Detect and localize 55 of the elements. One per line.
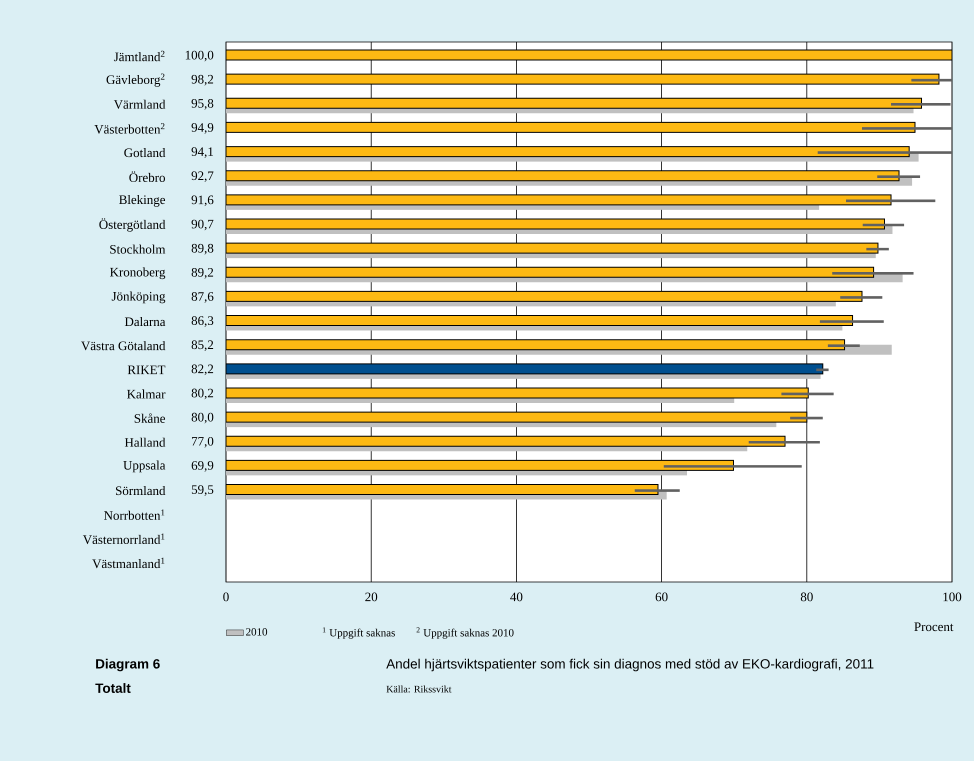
- y-tick-label: Värmland: [114, 100, 166, 109]
- y-tick-label: Halland: [124, 438, 166, 447]
- data-label: 98,2: [192, 74, 214, 86]
- y-tick-label: Östergötland: [99, 218, 166, 232]
- data-label: 91,6: [192, 196, 214, 206]
- data-label: 94,1: [192, 147, 214, 158]
- y-tick-label: Örebro: [129, 171, 165, 182]
- x-tick-label: 60: [656, 592, 668, 602]
- y-tick-label: RIKET: [128, 366, 166, 374]
- x-tick-label: 100: [943, 592, 962, 602]
- data-label: 86,3: [192, 316, 214, 327]
- y-tick-label: Kalmar: [127, 389, 166, 399]
- data-label: 77,0: [192, 436, 214, 448]
- data-label: 94,9: [192, 123, 214, 134]
- data-label: 92,7: [192, 171, 214, 182]
- data-label: 89,2: [192, 268, 214, 279]
- text: $^{2}$ Uppgift saknas 2010: [416, 627, 514, 639]
- legend-label: 2010: [246, 628, 268, 636]
- y-tick-label: Blekinge: [119, 194, 166, 207]
- text: Andel hjärtsviktspatienter som fick sin diagnos med stöd av EKO-kardiografi, 2011: [386, 658, 874, 672]
- y-tick-label: Jönköping: [112, 292, 166, 304]
- data-label: 80,2: [192, 388, 214, 400]
- data-label: 87,6: [192, 292, 214, 303]
- y-tick-label: Jämtland$^{2}$: [114, 50, 164, 62]
- y-tick-label: Dalarna: [124, 316, 166, 326]
- text: $^{1}$ Uppgift saknas: [322, 627, 395, 639]
- y-tick-label: Västra Götaland: [81, 341, 166, 350]
- data-label: 100,0: [186, 50, 214, 62]
- x-tick-label: 0: [223, 592, 229, 602]
- x-tick-label: 80: [800, 592, 813, 602]
- x-tick-label: 40: [510, 592, 522, 602]
- y-tick-label: Västmanland$^{1}$: [92, 558, 164, 568]
- y-tick-label: Kronoberg: [110, 267, 166, 280]
- y-tick-label: Västernorrland$^{1}$: [82, 534, 164, 544]
- x-axis-title: Procent: [914, 622, 954, 632]
- y-tick-label: Gävleborg$^{2}$: [106, 74, 164, 87]
- data-label: 89,8: [192, 244, 214, 254]
- text: Diagram 6: [96, 658, 160, 672]
- y-tick-label: Västerbotten$^{2}$: [94, 123, 164, 134]
- data-label: 95,8: [192, 98, 214, 110]
- data-label: 80,0: [192, 412, 214, 424]
- y-tick-label: Stockholm: [110, 244, 166, 254]
- y-tick-label: Gotland: [124, 148, 166, 158]
- y-tick-label: Norrbotten$^{1}$: [104, 509, 164, 520]
- y-tick-label: Uppsala: [123, 460, 166, 472]
- x-tick-label: 20: [365, 592, 378, 602]
- text: Totalt: [95, 683, 131, 693]
- y-tick-label: Sörmland: [116, 486, 166, 496]
- data-label: 85,2: [192, 340, 214, 351]
- y-tick-label: Skåne: [134, 413, 166, 423]
- data-label: 69,9: [192, 461, 214, 472]
- data-label: 90,7: [192, 220, 214, 230]
- text: Källa: Rikssvikt: [386, 685, 452, 693]
- data-label: 82,2: [192, 364, 214, 376]
- data-label: 59,5: [192, 485, 214, 496]
